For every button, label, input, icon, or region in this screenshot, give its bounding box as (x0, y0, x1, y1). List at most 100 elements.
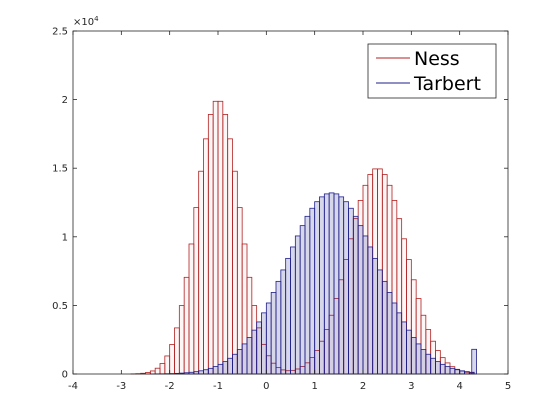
y-tick-label: 1 (62, 232, 68, 243)
histogram-bar-tarbert (401, 321, 407, 375)
histogram-bar-ness (174, 327, 180, 375)
histogram-bar-tarbert (256, 321, 262, 375)
histogram-bar-ness (193, 207, 200, 375)
y-axis-exponent: ×104 (73, 15, 99, 28)
histogram-bar-ness (154, 367, 161, 375)
histogram-bar-tarbert (212, 366, 219, 375)
histogram-bar-tarbert (265, 302, 272, 375)
histogram-bar-tarbert (343, 201, 349, 375)
histogram-bar-tarbert (367, 246, 374, 375)
histogram-bar-tarbert (444, 366, 451, 375)
histogram-bar-ness (236, 207, 243, 375)
histogram-bar-ness (178, 305, 185, 375)
histogram-bar-tarbert (410, 337, 417, 375)
x-tick-label: 2 (360, 381, 366, 392)
histogram-bar-tarbert (270, 292, 277, 375)
y-exponent-power: 4 (94, 15, 99, 23)
histogram-bar-ness (159, 363, 166, 375)
x-tick-label: 0 (263, 381, 269, 392)
histogram-bar-tarbert (396, 312, 403, 375)
histogram-bar-tarbert (294, 235, 301, 375)
histogram-bar-tarbert (246, 337, 253, 375)
histogram-bar-tarbert (299, 225, 306, 375)
histogram-bar-tarbert (362, 235, 369, 375)
svg-text:×104: ×104 (73, 15, 99, 28)
histogram-bar-ness (217, 100, 224, 375)
histogram-bar-tarbert (236, 349, 243, 375)
histogram-bar-tarbert (198, 370, 204, 375)
histogram-bar-tarbert (348, 207, 354, 375)
x-tick-label: -1 (213, 381, 223, 392)
histogram-bar-tarbert (323, 193, 330, 375)
histogram-bar-tarbert (459, 370, 465, 375)
histogram-bar-tarbert (251, 329, 258, 375)
histogram-bar-tarbert (372, 257, 378, 375)
ticks-layer: -4 -3 -2 -1 0 1 2 3 4 5 0 0.5 1 1.5 2 2.5 (52, 27, 511, 393)
y-exponent-base: ×10 (73, 17, 94, 28)
histogram-bar-tarbert (217, 363, 224, 375)
y-tick-label: 1.5 (52, 164, 68, 175)
histogram-bar-ness (227, 138, 233, 375)
x-tick-label: -4 (68, 381, 78, 392)
histogram-bar-tarbert (425, 353, 432, 375)
histogram-bar-tarbert (222, 361, 229, 375)
y-tick-label: 2.5 (52, 27, 68, 38)
histogram-bar-tarbert (285, 257, 291, 375)
histogram-bar-tarbert (406, 329, 412, 375)
x-tick-label: 1 (311, 381, 317, 392)
histogram-bar-ness (188, 243, 195, 375)
y-tick-label: 0.5 (52, 301, 68, 312)
y-tick-label: 2 (62, 95, 68, 106)
histogram-bar-tarbert (314, 201, 320, 375)
histogram-bar-tarbert (290, 246, 296, 375)
axes-box (72, 30, 509, 375)
legend-label-ness: Ness (414, 48, 460, 70)
legend: Ness Tarbert (367, 43, 497, 99)
histogram-bar-tarbert (435, 361, 441, 375)
y-tick-label: 0 (62, 370, 68, 381)
histogram-bar-tarbert (430, 357, 436, 375)
histogram-bar-ness (232, 170, 238, 375)
histogram-bar-ness (183, 276, 190, 375)
histogram-bar-tarbert (333, 193, 340, 375)
histogram-bar-tarbert (357, 225, 364, 375)
histogram-bar-tarbert (420, 349, 427, 375)
histogram-bar-tarbert (391, 302, 398, 375)
histogram-bar-tarbert (386, 292, 393, 375)
histogram-bar-tarbert (227, 357, 233, 375)
histogram-bar-tarbert (280, 269, 287, 375)
histogram-bar-tarbert (309, 207, 316, 375)
legend-box (367, 43, 497, 99)
histogram-bar-tarbert (232, 353, 238, 375)
x-tick-label: 5 (505, 381, 511, 392)
histogram-bar-ness (207, 114, 214, 375)
histogram-bar-ness (198, 170, 204, 375)
histogram-bar-ness (203, 138, 209, 375)
histogram-bar-tarbert (352, 215, 359, 375)
histogram-bar-tarbert (207, 367, 214, 375)
histogram-bar-ness (164, 355, 171, 375)
histogram-bar-tarbert (328, 192, 335, 375)
histogram-bar-tarbert (449, 367, 456, 375)
x-tick-label: 4 (456, 381, 462, 392)
histogram-bar-tarbert (338, 196, 345, 375)
histogram-bar-tarbert (203, 369, 209, 375)
x-tick-label: -2 (165, 381, 175, 392)
histogram-bar-tarbert (241, 343, 248, 375)
histogram-bar-tarbert (454, 369, 461, 375)
legend-label-tarbert: Tarbert (413, 73, 481, 95)
histogram-bar-ness (169, 344, 175, 375)
histogram-bar-tarbert (377, 269, 383, 375)
x-tick-label: 3 (408, 381, 414, 392)
histogram-bar-tarbert (439, 363, 446, 375)
histogram-bar-ness (212, 100, 219, 375)
histogram-bar-tarbert (319, 196, 325, 375)
histogram-bar-tarbert (275, 280, 282, 375)
histogram-bar-tarbert-edge (471, 348, 477, 375)
histogram-bar-tarbert (415, 343, 422, 375)
histogram-bar-tarbert (381, 280, 388, 375)
x-tick-label: -3 (116, 381, 126, 392)
histogram-bar-ness (222, 114, 229, 375)
